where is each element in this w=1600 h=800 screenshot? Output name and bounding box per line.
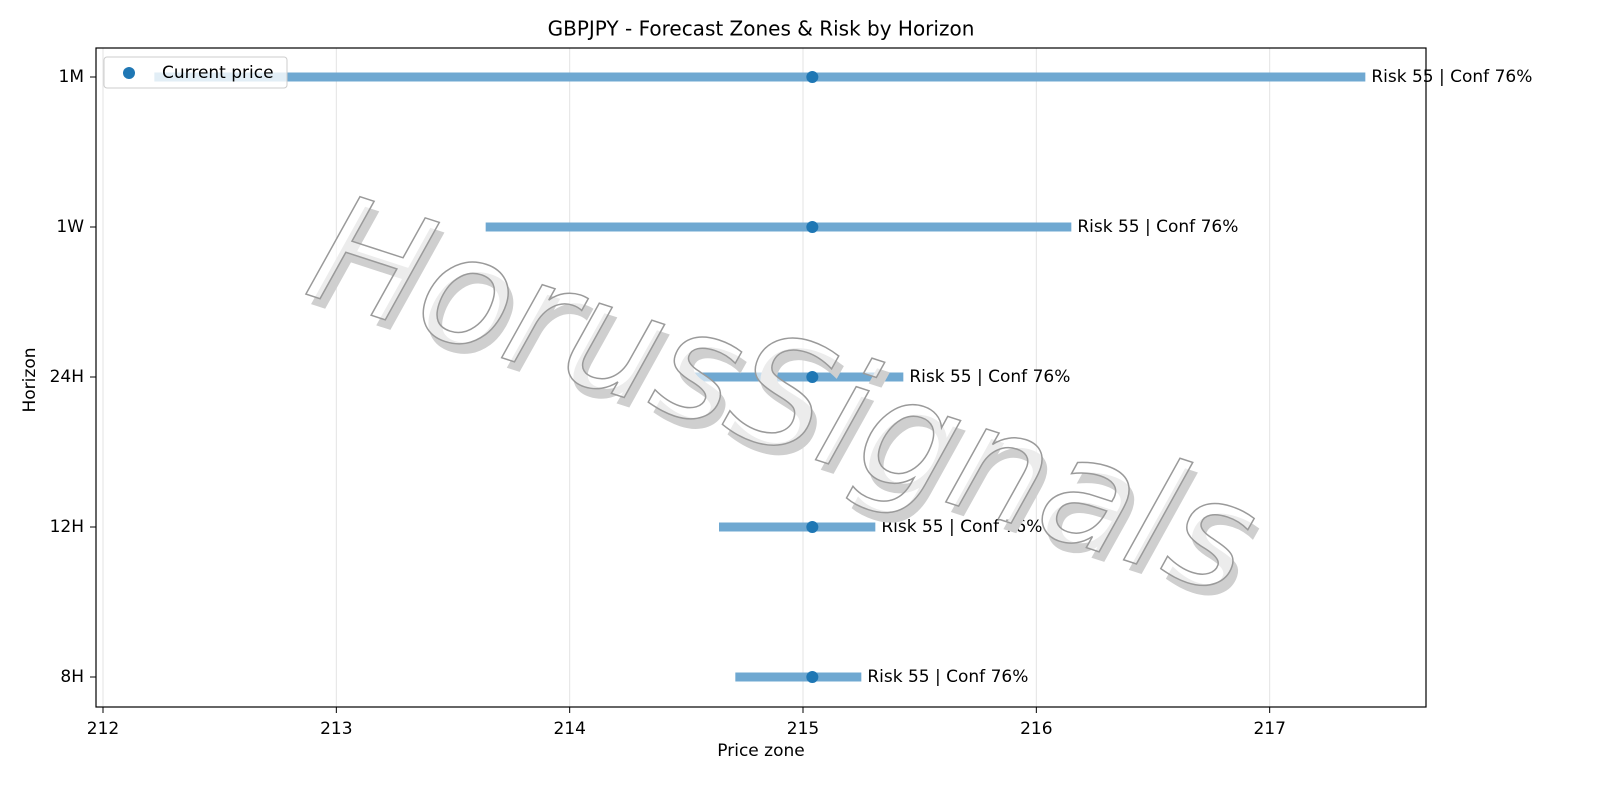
y-axis-label: Horizon xyxy=(20,348,40,413)
current-price-dot xyxy=(806,221,819,233)
x-tick-label: 216 xyxy=(1020,719,1052,739)
current-price-dot xyxy=(806,671,819,683)
y-tick-label: 1W xyxy=(56,217,84,237)
current-price-dot xyxy=(806,521,819,533)
y-tick-label: 12H xyxy=(50,517,84,537)
annotation: Risk 55 | Conf 76% xyxy=(867,667,1028,687)
legend-label: Current price xyxy=(162,63,274,83)
y-tick-label: 24H xyxy=(50,367,84,387)
x-axis-label: Price zone xyxy=(717,741,804,761)
annotation: Risk 55 | Conf 76% xyxy=(909,367,1070,387)
annotation: Risk 55 | Conf 76% xyxy=(881,517,1042,537)
legend-box xyxy=(103,56,288,89)
x-tick-label: 214 xyxy=(553,719,585,739)
x-tick-label: 213 xyxy=(320,719,352,739)
current-price-dot xyxy=(806,371,819,383)
chart-title: GBPJPY - Forecast Zones & Risk by Horizo… xyxy=(548,17,975,41)
x-tick-label: 212 xyxy=(87,719,119,739)
y-tick-label: 8H xyxy=(60,667,84,687)
x-tick-label: 215 xyxy=(787,719,819,739)
y-tick-label: 1M xyxy=(59,67,84,87)
annotation: Risk 55 | Conf 76% xyxy=(1371,67,1532,87)
current-price-dot xyxy=(806,71,819,83)
plot-frame xyxy=(95,47,1427,708)
legend-marker xyxy=(123,67,135,79)
x-tick-label: 217 xyxy=(1253,719,1285,739)
legend: Current price xyxy=(103,56,288,89)
marks: Risk 55 | Conf 76% Risk 55 | Conf 76% Risk… xyxy=(154,67,1532,687)
grid: 212 213 214 215 216 217 8H 12H 24H 1W 1M xyxy=(50,48,1286,739)
annotation: Risk 55 | Conf 76% xyxy=(1077,217,1238,237)
